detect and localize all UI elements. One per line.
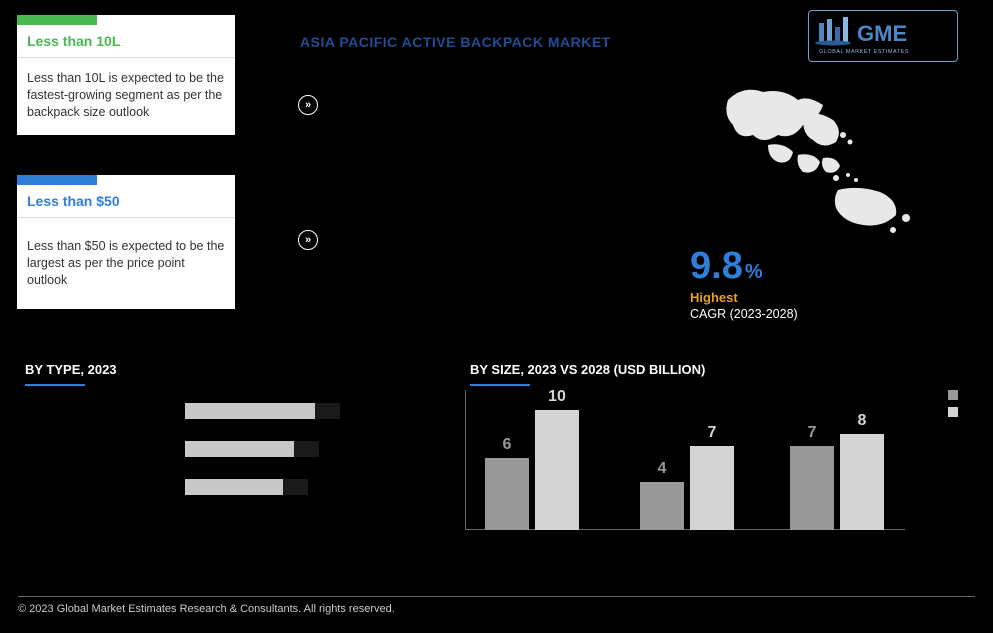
type-bar-fill <box>185 479 283 495</box>
bar-label-2023: 6 <box>485 436 529 454</box>
cagr-label: CAGR (2023-2028) <box>690 307 798 321</box>
bar-2028 <box>690 446 734 530</box>
bullet-chevron-icon: » <box>298 95 318 115</box>
card-body: Less than 10L is expected to be the fast… <box>17 58 235 135</box>
cagr-value: 9.8 <box>690 245 743 288</box>
bar-2028 <box>535 410 579 530</box>
section-heading-by-type: BY TYPE, 2023 <box>25 362 117 377</box>
by-type-chart <box>185 400 355 514</box>
type-bar-end <box>283 479 308 495</box>
card-heading: Less than 10L <box>17 29 235 58</box>
card-price-segment: Less than $50 Less than $50 is expected … <box>17 175 235 309</box>
bar-label-2028: 7 <box>690 424 734 442</box>
card-heading: Less than $50 <box>17 189 235 218</box>
card-tab <box>17 15 97 25</box>
copyright-footer: © 2023 Global Market Estimates Research … <box>18 596 975 615</box>
card-size-segment: Less than 10L Less than 10L is expected … <box>17 15 235 135</box>
bar-label-2023: 4 <box>640 460 684 478</box>
heading-underline <box>25 384 85 386</box>
bar-label-2028: 10 <box>535 388 579 406</box>
cagr-highest: Highest <box>690 290 798 305</box>
card-tab <box>17 175 97 185</box>
heading-underline <box>470 384 530 386</box>
type-bar-end <box>315 403 340 419</box>
cagr-block: 9.8% Highest CAGR (2023-2028) <box>690 245 798 321</box>
gme-logo: GME GLOBAL MARKET ESTIMATES <box>808 10 958 62</box>
bar-2023 <box>485 458 529 530</box>
bar-label-2023: 7 <box>790 424 834 442</box>
legend-swatch-2028 <box>948 407 958 417</box>
svg-text:GME: GME <box>857 21 907 46</box>
asia-pacific-map <box>708 80 948 235</box>
type-bar-fill <box>185 403 315 419</box>
chart-legend <box>948 390 958 424</box>
svg-text:GLOBAL MARKET ESTIMATES: GLOBAL MARKET ESTIMATES <box>819 49 909 55</box>
bar-label-2028: 8 <box>840 412 884 430</box>
type-bar-row <box>185 400 340 422</box>
by-size-chart: 6104778 <box>440 390 910 545</box>
bar-2023 <box>640 482 684 530</box>
cagr-percent: % <box>745 261 763 283</box>
type-bar-end <box>294 441 319 457</box>
type-bar-row <box>185 438 340 460</box>
bar-2028 <box>840 434 884 530</box>
type-bar-row <box>185 476 340 498</box>
page-title: ASIA PACIFIC ACTIVE BACKPACK MARKET <box>300 34 611 50</box>
section-heading-by-size: BY SIZE, 2023 VS 2028 (USD BILLION) <box>470 362 705 377</box>
card-body: Less than $50 is expected to be the larg… <box>17 218 235 309</box>
type-bar-fill <box>185 441 294 457</box>
axis-x <box>465 529 905 530</box>
bullet-chevron-icon: » <box>298 230 318 250</box>
legend-swatch-2023 <box>948 390 958 400</box>
bar-2023 <box>790 446 834 530</box>
axis-y <box>465 390 466 530</box>
